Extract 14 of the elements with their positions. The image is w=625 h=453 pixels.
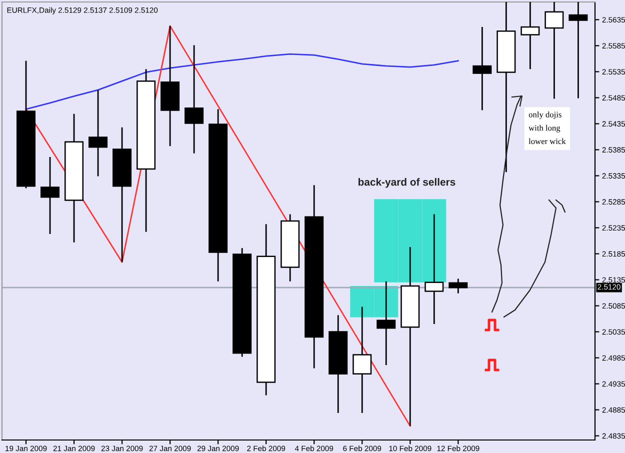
line-series (25, 53, 459, 110)
candlestick (40, 156, 60, 235)
candlestick (544, 2, 564, 100)
candlestick (448, 278, 468, 294)
candlestick (376, 280, 396, 366)
candlestick (352, 306, 372, 414)
candlestick (520, 2, 540, 70)
candlestick (424, 214, 444, 325)
candlestick (568, 2, 588, 99)
candlestick (88, 89, 108, 177)
annotation: only dojis with long lower wick (528, 112, 566, 144)
candlestick (184, 44, 204, 154)
annotation: back-yard of sellers (358, 178, 456, 188)
candlestick (472, 26, 492, 111)
